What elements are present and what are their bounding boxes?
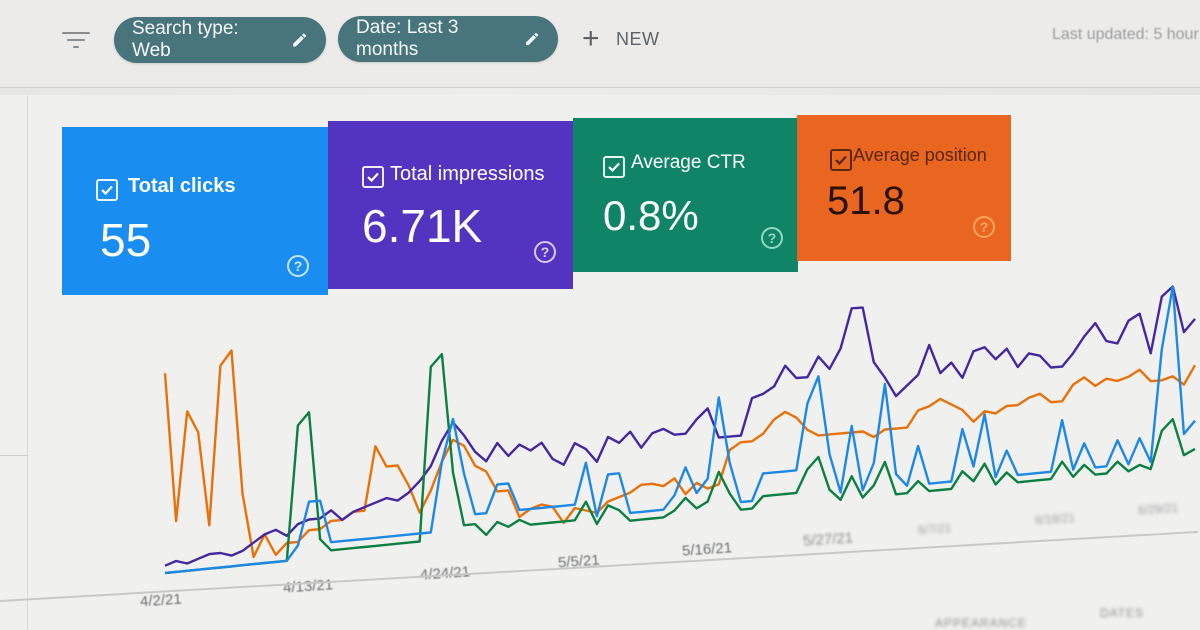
checkbox-checked-icon[interactable] [830,149,852,171]
metric-value: 0.8% [603,192,699,239]
help-icon[interactable]: ? [534,241,556,263]
help-icon[interactable]: ? [761,227,783,249]
filter-icon[interactable] [62,32,90,50]
pencil-icon [525,32,538,46]
metric-card-average-ctr[interactable]: Average CTR 0.8% ? [573,118,798,272]
metric-card-total-impressions[interactable]: Total impressions 6.71K ? [328,121,573,289]
plus-icon: + [582,22,601,55]
new-filter-label: NEW [616,28,660,49]
column-header-dates[interactable]: DATES [1100,606,1145,620]
metric-cards: Total clicks 55 ? Total impressions 6.71… [62,115,1012,295]
pencil-icon [292,33,306,47]
metric-value: 55 [100,214,152,266]
date-range-chip-label: Date: Last 3 months [356,17,459,60]
date-range-chip[interactable]: Date: Last 3 months [338,16,558,62]
column-header-appearance[interactable]: APPEARANCE [935,616,1028,630]
metric-value: 6.71K [362,200,483,252]
help-icon[interactable]: ? [973,216,995,238]
sidebar-edge [0,95,28,630]
filter-bar: Search type: Web Date: Last 3 months + N… [0,0,1200,88]
metric-value: 51.8 [827,179,905,223]
metric-label: Total impressions [390,163,545,185]
search-type-chip[interactable]: Search type: Web [114,17,326,63]
metric-label: Average position [853,145,987,165]
checkbox-checked-icon[interactable] [96,179,118,201]
checkbox-checked-icon[interactable] [362,166,384,188]
checkbox-checked-icon[interactable] [603,156,625,178]
search-type-chip-label: Search type: Web [132,18,239,61]
last-updated-text: Last updated: 5 hour [1052,26,1199,43]
sidebar-divider [0,455,28,456]
metric-card-total-clicks[interactable]: Total clicks 55 ? [62,127,328,295]
metric-card-average-position[interactable]: Average position 51.8 ? [797,115,1011,261]
metric-label: Total clicks [128,175,236,197]
new-filter-button[interactable]: + NEW [582,24,660,54]
help-icon[interactable]: ? [287,255,309,277]
metric-label: Average CTR [631,152,746,173]
